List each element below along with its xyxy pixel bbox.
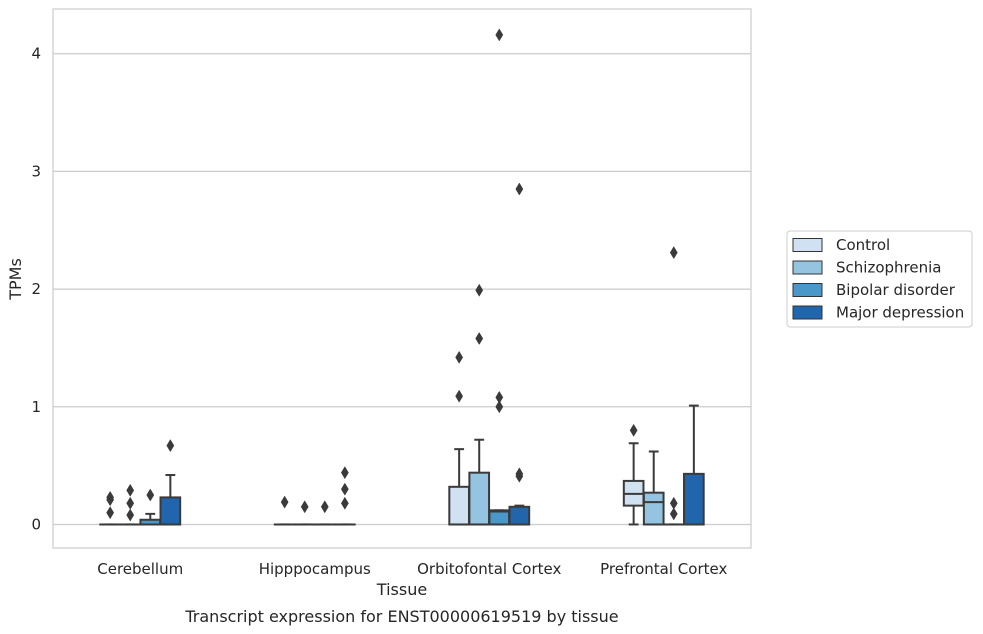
legend-label: Bipolar disorder (836, 281, 956, 299)
legend-swatch (792, 305, 823, 320)
box-series (99, 28, 705, 526)
outlier-point (669, 496, 678, 510)
outlier-point (455, 389, 464, 403)
outlier-point (475, 332, 484, 346)
y-tick-label: 3 (31, 162, 41, 180)
outlier-point (495, 390, 504, 404)
outlier-point (475, 283, 484, 297)
series-schizophrenia (119, 283, 665, 526)
y-tick-label: 0 (31, 515, 41, 533)
outlier-point (106, 490, 115, 504)
outlier-point (495, 400, 504, 414)
outlier-point (669, 246, 678, 260)
x-axis-ticks: Cerebellum Hipppocampus Orbitofontal Corte… (97, 560, 727, 578)
box (468, 471, 491, 526)
outlier-point (126, 483, 135, 497)
box (683, 472, 705, 526)
outlier-point (126, 508, 135, 522)
box (448, 485, 470, 526)
legend: Control Schizophrenia Bipolar disorder Majo… (786, 230, 973, 328)
y-tick-label: 1 (31, 398, 41, 416)
outlier-point (629, 423, 638, 437)
series-major-depression (159, 182, 705, 526)
outlier-point (300, 500, 309, 514)
box (642, 491, 665, 526)
y-axis-label: TPMs (6, 258, 25, 301)
grid-lines (53, 53, 751, 526)
outlier-point (455, 350, 464, 364)
outlier-point (340, 466, 349, 480)
outlier-point (280, 495, 289, 509)
x-tick-label: Prefrontal Cortex (600, 560, 727, 578)
legend-frame (786, 230, 973, 328)
series-control (99, 350, 645, 526)
legend-label: Major depression (836, 304, 964, 322)
outlier-point (340, 482, 349, 496)
x-tick-label: Orbitofontal Cortex (417, 560, 561, 578)
legend-label: Schizophrenia (836, 259, 941, 277)
box (508, 505, 531, 526)
series-bipolar-disorder (139, 28, 685, 526)
outlier-point (106, 506, 115, 520)
y-tick-label: 2 (31, 280, 41, 298)
outlier-point (320, 500, 329, 514)
outlier-point (669, 507, 678, 521)
plot-frame (52, 8, 752, 549)
y-tick-label: 4 (31, 45, 41, 63)
legend-label: Control (836, 236, 890, 254)
x-tick-label: Hipppocampus (259, 560, 371, 578)
outlier-point (340, 496, 349, 510)
outlier-point (495, 28, 504, 42)
outlier-point (515, 467, 524, 481)
x-axis-label: Tissue (376, 580, 427, 599)
outlier-point (515, 182, 524, 196)
box (159, 496, 182, 526)
chart-caption: Transcript expression for ENST0000061951… (184, 607, 618, 626)
legend-swatch (792, 260, 823, 275)
outlier-point (126, 496, 135, 510)
legend-swatch (792, 238, 823, 252)
y-axis-ticks: 0 1 2 3 4 (31, 45, 41, 534)
x-tick-label: Cerebellum (97, 560, 183, 578)
legend-swatch (792, 283, 823, 297)
outlier-point (146, 488, 155, 502)
outlier-point (166, 439, 175, 453)
